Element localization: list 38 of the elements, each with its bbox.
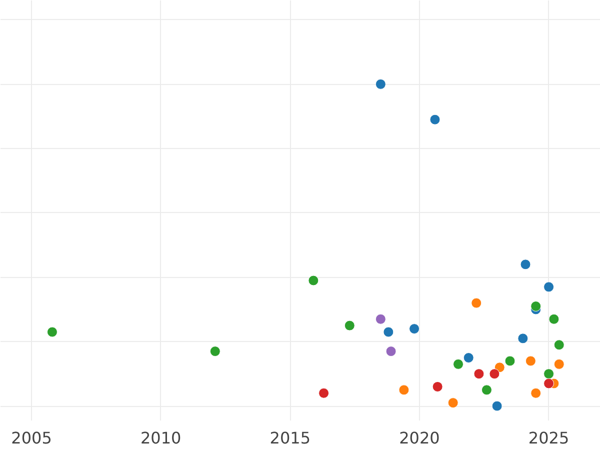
point [520, 259, 531, 270]
point [530, 301, 542, 312]
x-tick-label: 2015 [270, 428, 311, 448]
point [430, 114, 440, 125]
x-tick-label: 2010 [140, 428, 182, 448]
point [463, 352, 474, 363]
point [518, 333, 528, 344]
point [481, 384, 492, 396]
point [308, 275, 319, 286]
point [375, 314, 386, 324]
point [386, 346, 396, 357]
point [409, 324, 420, 334]
point [554, 340, 564, 350]
point [489, 368, 500, 380]
point [492, 400, 502, 412]
point [453, 358, 464, 370]
point [525, 356, 536, 366]
point [544, 282, 554, 292]
point [432, 381, 443, 392]
point [375, 78, 386, 90]
point [471, 298, 482, 308]
x-tick-label: 2005 [11, 428, 52, 448]
point [544, 378, 554, 389]
point [504, 356, 516, 366]
point [448, 398, 458, 408]
point [210, 346, 220, 357]
point [530, 388, 542, 398]
point [344, 320, 355, 331]
point [548, 314, 560, 324]
point [398, 384, 410, 396]
x-tick-label: 2020 [399, 428, 440, 448]
point [554, 358, 564, 370]
point [474, 368, 484, 380]
point [544, 368, 554, 380]
point [318, 388, 330, 398]
point [46, 326, 58, 338]
x-tick-label: 2025 [528, 428, 570, 448]
point [383, 326, 394, 338]
